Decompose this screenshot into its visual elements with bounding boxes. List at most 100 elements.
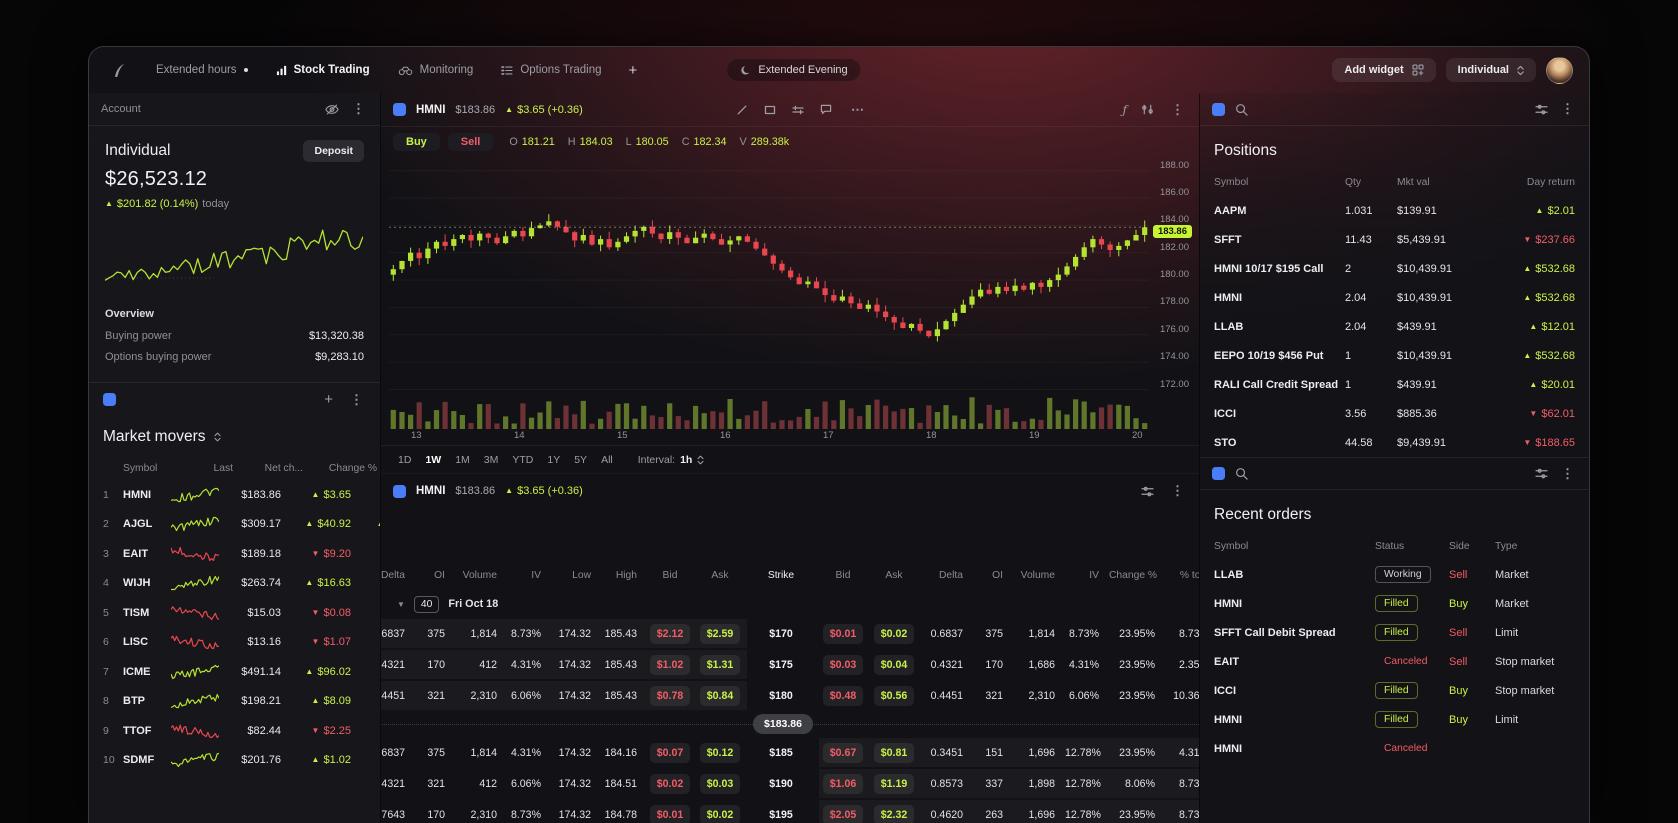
timeframe-1M[interactable]: 1M [455, 453, 470, 466]
bid-cell[interactable]: $0.02 [647, 773, 697, 794]
timeframe-3M[interactable]: 3M [483, 453, 499, 466]
comment-tool-icon[interactable] [820, 102, 832, 118]
search-icon[interactable] [1235, 103, 1248, 116]
price-axis[interactable]: 188.00 186.00 184.00 182.00 180.00 178.00 176.… [1143, 157, 1197, 429]
expiration-row[interactable]: ▼ 40 Fri Oct 18 [381, 590, 1199, 618]
ask-cell[interactable]: $0.02 [871, 623, 921, 644]
position-row[interactable]: EEPO 10/19 $456 Put 1 $10,439.91 ▲ $532.6… [1200, 341, 1589, 370]
column-header[interactable]: Low [572, 569, 591, 581]
market-mover-row[interactable]: 4 WIJH $263.74 ▲$16.63 ▲4.22% [103, 569, 366, 599]
column-header[interactable]: Ask [885, 569, 903, 581]
column-header[interactable]: Symbol [123, 462, 158, 474]
widget-link-square-icon[interactable] [103, 393, 116, 406]
market-mover-row[interactable]: 1 HMNI $183.86 ▲$3.65 ▲1.36% [103, 480, 366, 510]
bid-cell[interactable]: $0.48 [819, 685, 871, 706]
chart-panel-menu-icon[interactable]: ⋮ [1171, 101, 1184, 117]
bid-cell[interactable]: $0.67 [819, 742, 871, 763]
order-row[interactable]: LLAB Working Sell Market [1200, 560, 1589, 589]
column-header[interactable]: Volume [462, 569, 497, 581]
add-widget-button[interactable]: Add widget [1332, 58, 1436, 82]
order-row[interactable]: HMNI Filled Buy Limit [1200, 705, 1589, 734]
orders-panel-menu-icon[interactable]: ⋮ [1561, 465, 1574, 481]
options-panel-menu-icon[interactable]: ⋮ [1171, 483, 1184, 498]
column-header[interactable]: Mkt val [1397, 176, 1430, 188]
ask-cell[interactable]: $0.12 [697, 742, 747, 763]
column-header[interactable]: Ask [711, 569, 729, 581]
time-axis[interactable]: 13 14 15 16 17 18 19 20 [389, 430, 1149, 445]
order-row[interactable]: ICCI Filled Buy Stop market [1200, 676, 1589, 705]
position-row[interactable]: HMNI 2.04 $10,439.91 ▲ $532.68 [1200, 283, 1589, 312]
bid-cell[interactable]: $2.05 [819, 804, 871, 823]
market-mover-row[interactable]: 6 LISC $13.16 ▼$1.07 ▼9.16% [103, 628, 366, 658]
market-mover-row[interactable]: 10 SDMF $201.76 ▲$1.02 ▲0.02% [103, 746, 366, 776]
column-header[interactable]: OI [434, 569, 445, 581]
column-header[interactable]: OI [992, 569, 1003, 581]
timeframe-YTD[interactable]: YTD [512, 453, 534, 466]
rectangle-tool-icon[interactable] [764, 102, 776, 118]
ask-cell[interactable]: $0.03 [697, 773, 747, 794]
options-row[interactable]: 0.4451 321 2,310 6.06% 174.32 185.43 $0.78$0.8… [381, 680, 1199, 711]
column-header[interactable]: % to... [1179, 569, 1199, 581]
ask-cell[interactable]: $0.81 [871, 742, 921, 763]
column-header[interactable]: Change % [328, 462, 377, 474]
order-row[interactable]: HMNI Filled Buy Market [1200, 589, 1589, 618]
new-tab-button[interactable]: + [628, 61, 638, 79]
position-row[interactable]: RALI Call Credit Spread 1 $439.91 ▲ $20.0… [1200, 370, 1589, 399]
column-header[interactable]: High [615, 569, 637, 581]
chart-symbol[interactable]: HMNI [416, 103, 446, 116]
ask-cell[interactable]: $0.56 [871, 685, 921, 706]
column-header[interactable]: Volume [1020, 569, 1055, 581]
interval-selector[interactable]: Interval: 1h [638, 454, 705, 466]
column-header[interactable]: Bid [662, 569, 678, 581]
bid-cell[interactable]: $0.01 [647, 804, 697, 823]
add-symbol-button[interactable]: + [324, 391, 333, 408]
market-movers-menu-icon[interactable]: ⋮ [350, 391, 363, 407]
timeframe-1D[interactable]: 1D [398, 453, 412, 466]
search-icon[interactable] [1235, 467, 1248, 480]
column-header[interactable]: Type [1495, 540, 1518, 552]
widget-link-square-icon[interactable] [1212, 102, 1225, 116]
ask-cell[interactable]: $0.84 [697, 685, 747, 706]
ask-cell[interactable]: $1.31 [697, 654, 747, 675]
interval-stepper-icon[interactable] [697, 455, 704, 465]
column-header[interactable]: Symbol [1214, 176, 1249, 188]
column-header[interactable]: Qty [1345, 176, 1362, 188]
options-row[interactable]: 0.7643 170 2,310 8.73% 174.32 184.78 $0.01$0.0… [381, 799, 1199, 823]
order-row[interactable]: EAIT Canceled Sell Stop market [1200, 647, 1589, 676]
account-panel-menu-icon[interactable]: ⋮ [352, 101, 365, 116]
positions-panel-menu-icon[interactable]: ⋮ [1561, 101, 1574, 116]
bid-cell[interactable]: $2.12 [647, 623, 697, 644]
sell-button[interactable]: Sell [447, 133, 494, 151]
orders-settings-sliders-icon[interactable] [1535, 468, 1548, 479]
session-status-badge[interactable]: Extended Evening [727, 59, 861, 81]
chart-settings-sliders-icon[interactable] [1141, 104, 1154, 115]
column-header[interactable]: Delta [938, 569, 963, 581]
widget-link-square-icon[interactable] [1212, 467, 1225, 480]
bid-cell[interactable]: $0.07 [647, 742, 697, 763]
user-avatar[interactable] [1546, 56, 1573, 84]
options-row[interactable]: 0.6837 375 1,814 8.73% 174.32 185.43 $2.12$2.5… [381, 618, 1199, 649]
market-mover-row[interactable]: 7 ICME $491.14 ▲$96.02 ▲4.38% [103, 657, 366, 687]
bid-cell[interactable]: $1.02 [647, 654, 697, 675]
bid-cell[interactable]: $0.78 [647, 685, 697, 706]
ask-cell[interactable]: $1.19 [871, 773, 921, 794]
options-row[interactable]: 0.4321 170 412 4.31% 174.32 185.43 $1.02$1.31 $… [381, 649, 1199, 680]
column-header[interactable]: Symbol [1214, 540, 1249, 552]
position-row[interactable]: SFFT 11.43 $5,439.91 ▼ $237.66 [1200, 225, 1589, 254]
column-header[interactable]: Day return [1526, 176, 1575, 188]
market-mover-row[interactable]: 2 AJGL $309.17 ▲$40.92 ▲18.11% [103, 510, 380, 540]
hide-balances-eye-off-icon[interactable] [325, 104, 339, 115]
column-header[interactable]: Status [1375, 540, 1405, 552]
robinhood-feather-logo[interactable] [105, 57, 131, 83]
positions-settings-sliders-icon[interactable] [1535, 104, 1548, 115]
candlestick-chart[interactable]: 188.00 186.00 184.00 182.00 180.00 178.00 176.… [381, 157, 1199, 445]
column-header[interactable]: Side [1449, 540, 1470, 552]
functions-icon[interactable]: ƒ [1122, 102, 1127, 117]
timeframe-1Y[interactable]: 1Y [547, 453, 561, 466]
ask-cell[interactable]: $2.32 [871, 804, 921, 823]
sort-icon[interactable] [213, 432, 221, 442]
column-header[interactable]: IV [1089, 569, 1099, 581]
position-row[interactable]: STO 44.58 $9,439.91 ▼ $188.65 [1200, 428, 1589, 457]
options-settings-sliders-icon[interactable] [1141, 486, 1154, 497]
market-movers-title-row[interactable]: Market movers [103, 420, 366, 454]
